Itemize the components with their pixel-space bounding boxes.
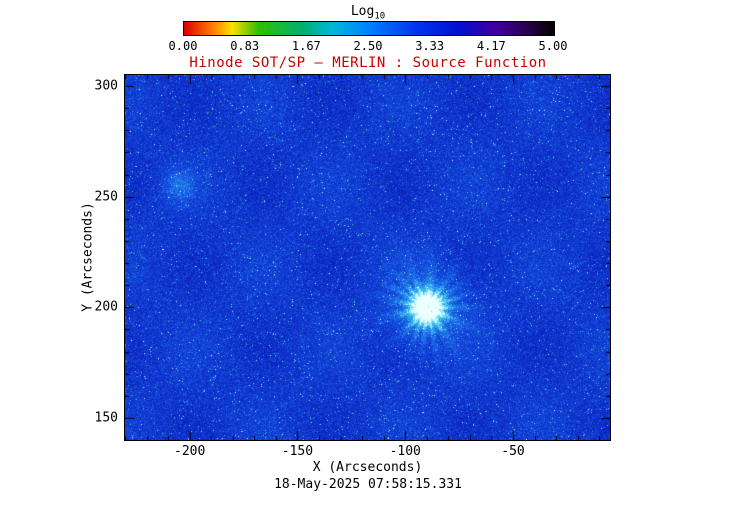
heatmap-canvas bbox=[125, 75, 610, 440]
colorbar-title-subscript: 10 bbox=[374, 11, 386, 22]
colorbar-gradient bbox=[183, 21, 555, 36]
colorbar-title-text: Log bbox=[350, 4, 375, 19]
x-axis-tick-labels: -200 -150 -100 -50 bbox=[125, 444, 610, 459]
plot-area bbox=[124, 74, 611, 441]
colorbar-tick-label: 0.83 bbox=[230, 39, 260, 53]
colorbar-tick-label: 4.17 bbox=[476, 39, 506, 53]
y-axis-tick-label: 250 bbox=[94, 189, 118, 205]
colorbar-tick-label: 0.00 bbox=[168, 39, 198, 53]
colorbar-title: Log10 bbox=[183, 4, 553, 22]
colorbar-tick-labels: 0.00 0.83 1.67 2.50 3.33 4.17 5.00 bbox=[169, 39, 568, 53]
colorbar-tick-label: 5.00 bbox=[538, 39, 568, 53]
y-axis-tick-labels: 150 200 250 300 bbox=[0, 75, 118, 440]
colorbar-tick-label: 3.33 bbox=[415, 39, 445, 53]
timestamp: 18-May-2025 07:58:15.331 bbox=[274, 477, 462, 492]
colorbar-tick-label: 1.67 bbox=[291, 39, 321, 53]
y-axis-tick-label: 200 bbox=[94, 299, 118, 315]
y-axis-title: Y (Arcseconds) bbox=[80, 202, 96, 312]
x-axis-tick-label: -50 bbox=[501, 444, 525, 459]
x-axis-tick-label: -100 bbox=[389, 444, 421, 459]
colorbar-tick-label: 2.50 bbox=[353, 39, 383, 53]
plot-title: Hinode SOT/SP — MERLIN : Source Function bbox=[189, 55, 547, 71]
x-axis-title: X (Arcseconds) bbox=[312, 460, 423, 475]
x-axis-tick-label: -150 bbox=[281, 444, 314, 459]
y-axis-tick-label: 300 bbox=[94, 78, 118, 94]
x-axis-tick-label: -200 bbox=[174, 444, 206, 459]
y-axis-tick-label: 150 bbox=[94, 410, 118, 426]
